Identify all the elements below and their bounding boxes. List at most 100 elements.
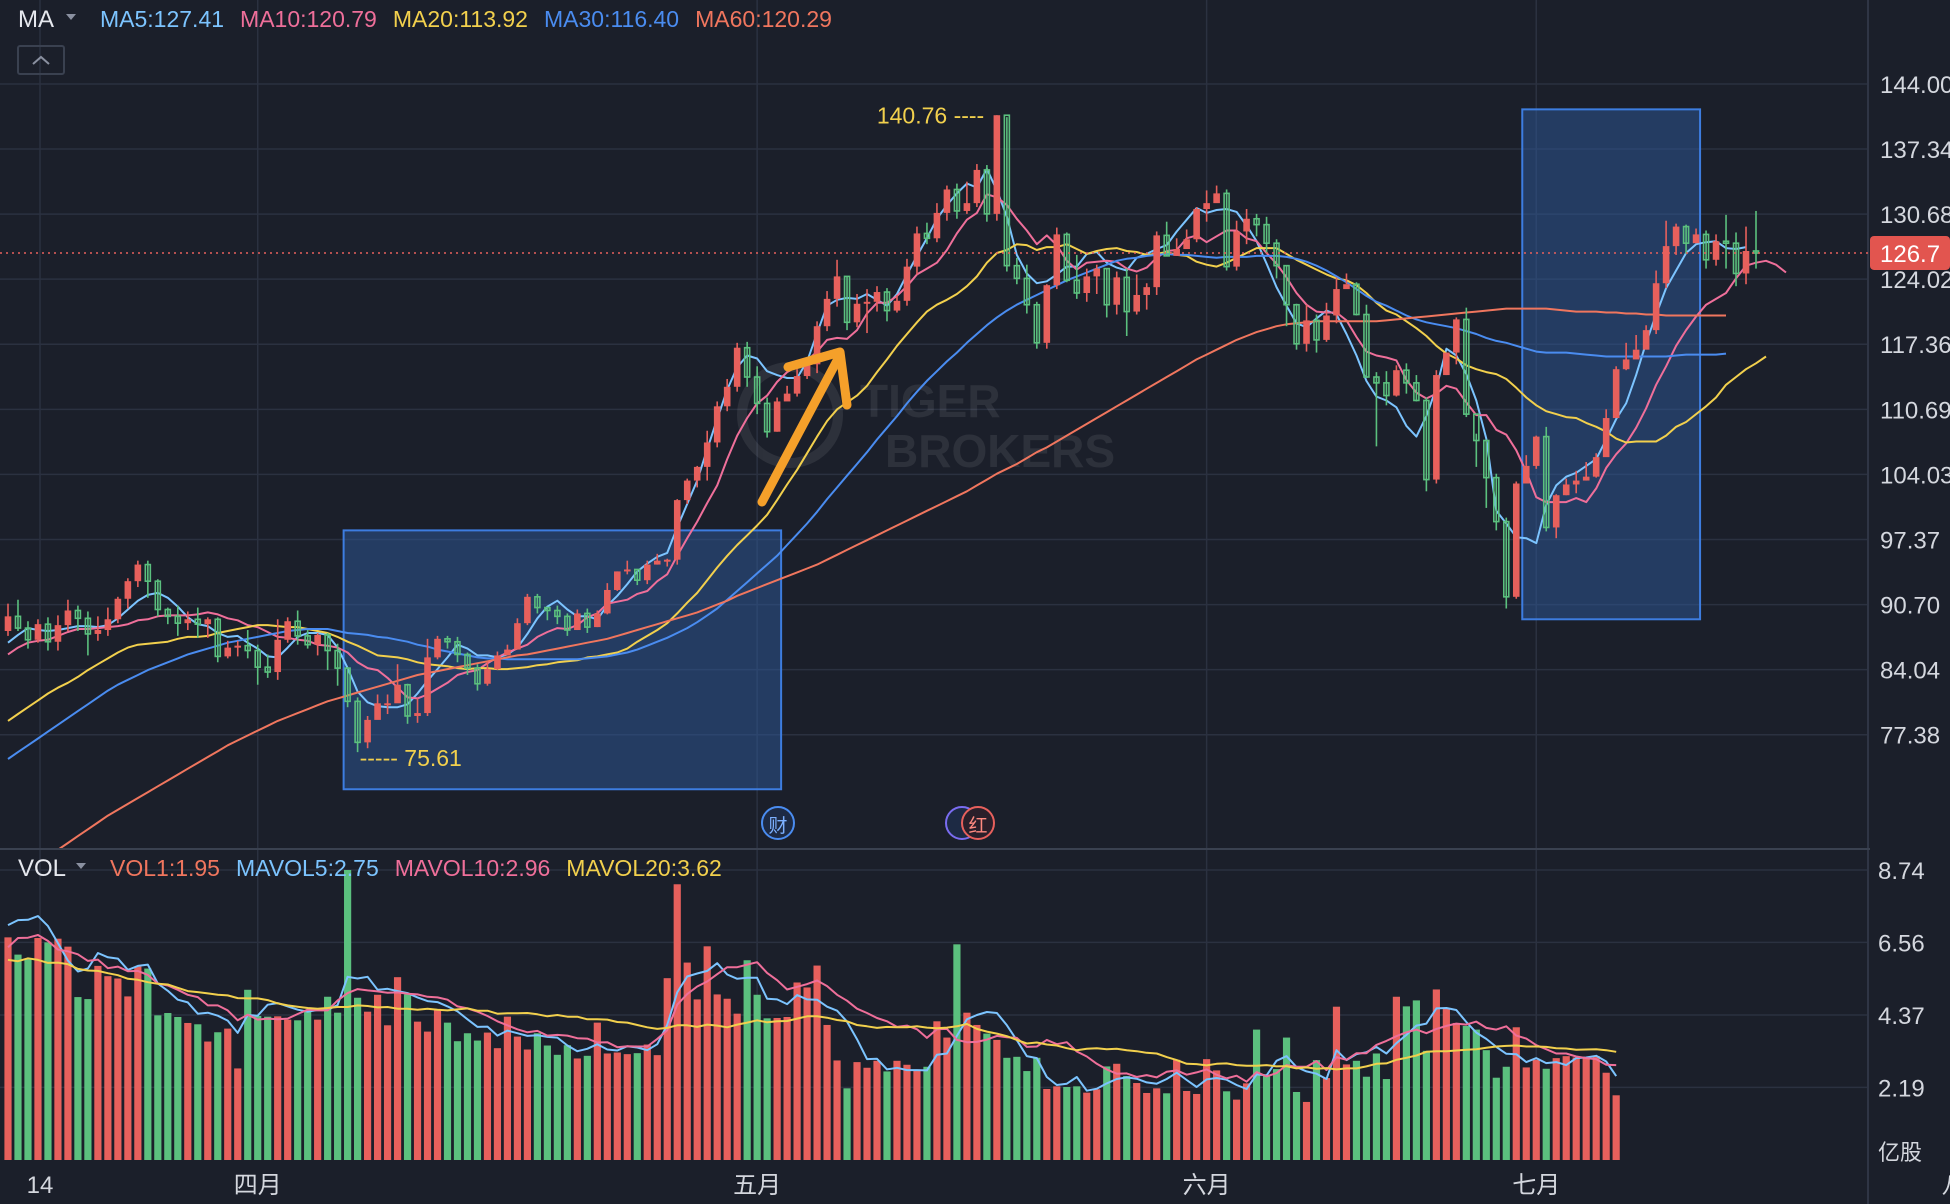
candle bbox=[1562, 478, 1570, 496]
candle bbox=[1712, 234, 1720, 266]
volume-bar bbox=[1272, 1069, 1281, 1160]
vol-legend: VOL VOL1:1.95 MAVOL5:2.75 MAVOL10:2.96 MAVO… bbox=[18, 855, 722, 882]
volume-bar bbox=[443, 1022, 452, 1160]
volume-bar bbox=[1332, 1006, 1341, 1160]
candle bbox=[124, 578, 132, 609]
candle bbox=[1413, 375, 1420, 402]
highlight-boxes bbox=[342, 108, 1702, 791]
candle bbox=[464, 652, 471, 675]
candle bbox=[1213, 185, 1220, 204]
candle bbox=[1283, 264, 1290, 327]
mavol10-line bbox=[7, 934, 1617, 1083]
volume-bar bbox=[1462, 1025, 1470, 1160]
volume-bar bbox=[853, 1062, 861, 1160]
volume-bar bbox=[1592, 1056, 1600, 1160]
candle bbox=[793, 369, 801, 397]
volume-bar bbox=[1043, 1088, 1051, 1160]
candle bbox=[633, 568, 641, 586]
volume-bar bbox=[1372, 1053, 1381, 1160]
earnings-badge[interactable]: 财 bbox=[761, 806, 795, 840]
candle bbox=[883, 288, 891, 322]
volume-bar bbox=[583, 1055, 591, 1160]
volume-bar bbox=[1452, 1022, 1460, 1160]
candle bbox=[743, 341, 751, 387]
volume-bar bbox=[294, 1020, 302, 1160]
volume-bar bbox=[993, 1039, 1001, 1160]
candle bbox=[963, 181, 971, 214]
volume-bar bbox=[823, 1024, 831, 1160]
vol-dropdown-icon[interactable] bbox=[76, 863, 86, 869]
ma-indicator-name[interactable]: MA bbox=[18, 6, 54, 33]
volume-bar bbox=[723, 998, 731, 1160]
volume-bar bbox=[284, 1019, 292, 1160]
volume-bar bbox=[753, 994, 761, 1160]
candle bbox=[1542, 426, 1550, 532]
volume-bar bbox=[1203, 1059, 1211, 1160]
volume-bar bbox=[1252, 1029, 1261, 1160]
candle bbox=[414, 698, 421, 723]
price-tick-label: 144.00 bbox=[1880, 72, 1950, 99]
candle bbox=[324, 632, 331, 671]
candle bbox=[1033, 301, 1041, 349]
volume-bar bbox=[1113, 1063, 1121, 1160]
candle bbox=[1373, 372, 1380, 447]
price-tick-label: 124.02 bbox=[1880, 267, 1950, 294]
candle bbox=[1223, 189, 1230, 271]
candle bbox=[1652, 270, 1660, 335]
candle bbox=[304, 630, 311, 649]
current-price-label: 126.7 bbox=[1880, 241, 1940, 268]
volume-bar bbox=[613, 1052, 621, 1160]
candle bbox=[1592, 453, 1600, 478]
volume-bar bbox=[74, 997, 82, 1160]
volume-bar bbox=[14, 954, 22, 1160]
candle bbox=[1742, 226, 1750, 285]
volume-bar bbox=[164, 1013, 172, 1160]
volume-bar bbox=[1093, 1089, 1101, 1160]
candle bbox=[564, 613, 571, 636]
volume-bar bbox=[1492, 1077, 1500, 1160]
candle bbox=[494, 651, 501, 671]
vol-indicator-name[interactable]: VOL bbox=[18, 855, 66, 882]
candle bbox=[953, 183, 961, 219]
candle bbox=[1582, 462, 1590, 481]
volume-bar bbox=[903, 1064, 911, 1160]
volume-bar bbox=[1472, 1029, 1480, 1160]
volume-bar bbox=[224, 1028, 232, 1160]
candle bbox=[524, 593, 531, 626]
candle bbox=[693, 465, 701, 488]
volume-bar bbox=[743, 960, 751, 1160]
candle bbox=[1572, 470, 1580, 494]
candle bbox=[1403, 363, 1410, 394]
candle bbox=[1363, 304, 1370, 378]
volume-bar bbox=[563, 1045, 571, 1160]
volume-bar bbox=[1282, 1037, 1291, 1160]
volume-bar bbox=[1223, 1091, 1231, 1160]
volume-bar bbox=[893, 1060, 901, 1160]
volume-bar bbox=[1073, 1086, 1081, 1160]
volume-bar bbox=[1602, 1072, 1610, 1160]
volume-bar bbox=[214, 1032, 222, 1160]
volume-bar bbox=[44, 942, 52, 1160]
candle bbox=[234, 640, 242, 657]
ma-legend: MA MA5:127.41 MA10:120.79 MA20:113.92 MA30:… bbox=[18, 6, 832, 33]
volume-bar bbox=[1552, 1058, 1560, 1160]
candle bbox=[1113, 271, 1121, 315]
dividend-badge[interactable]: 红 bbox=[945, 806, 995, 840]
volume-bar bbox=[813, 965, 821, 1160]
candle bbox=[584, 608, 591, 633]
volume-bar bbox=[793, 982, 801, 1160]
volume-bar bbox=[463, 1033, 472, 1160]
volume-bar bbox=[1193, 1093, 1201, 1160]
candle bbox=[314, 632, 321, 656]
volume-bar bbox=[503, 1016, 512, 1160]
collapse-button[interactable] bbox=[17, 45, 65, 75]
candle bbox=[1493, 473, 1500, 531]
volume-tick-label: 6.56 bbox=[1878, 930, 1925, 957]
volume-bar bbox=[1232, 1099, 1241, 1160]
candle bbox=[364, 715, 371, 749]
candle bbox=[84, 611, 92, 656]
volume-bar bbox=[194, 1024, 202, 1160]
ma-dropdown-icon[interactable] bbox=[66, 14, 76, 20]
volume-bar bbox=[1422, 1050, 1430, 1160]
